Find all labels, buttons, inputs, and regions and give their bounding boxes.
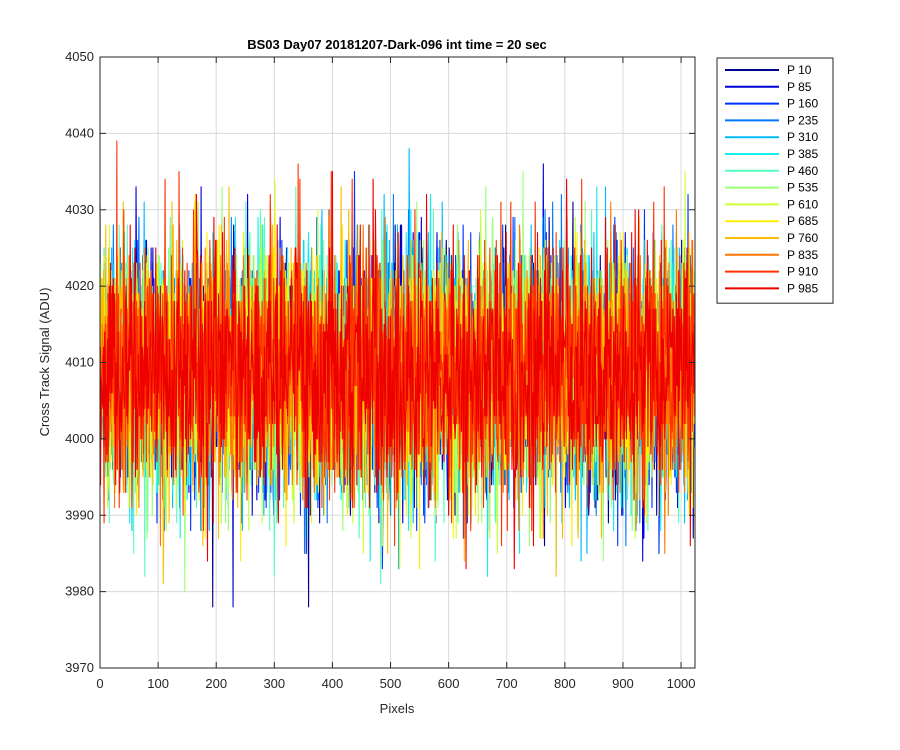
legend: P 10 P 85 P 160 P 235 P 310 P 385 P 460 P 535 P …	[716, 57, 834, 304]
x-tick-label: 800	[554, 676, 576, 691]
y-axis-label: Cross Track Signal (ADU)	[37, 288, 52, 437]
chart-title: BS03 Day07 20181207-Dark-096 int time = …	[247, 37, 547, 52]
legend-label: P 310	[787, 130, 818, 144]
x-tick-label: 500	[380, 676, 402, 691]
x-tick-label: 300	[263, 676, 285, 691]
y-tick-label: 4000	[65, 431, 94, 446]
legend-label: P 985	[787, 281, 818, 295]
y-tick-label: 4020	[65, 278, 94, 293]
ticks: 0 100 200 300 400 500 600 700 800 900 1000 3970 3980…	[65, 49, 695, 691]
series-line-p985	[99, 171, 695, 570]
y-tick-label: 3980	[65, 584, 94, 599]
x-tick-label: 200	[205, 676, 227, 691]
x-tick-label: 400	[322, 676, 344, 691]
x-tick-label: 0	[96, 676, 103, 691]
legend-label: P 535	[787, 181, 818, 195]
legend-label: P 685	[787, 214, 818, 228]
y-tick-label: 4050	[65, 49, 94, 64]
legend-label: P 760	[787, 231, 818, 245]
legend-label: P 835	[787, 248, 818, 262]
x-tick-label: 1000	[667, 676, 696, 691]
series-layer	[99, 140, 695, 608]
y-tick-label: 4030	[65, 202, 94, 217]
x-axis-label: Pixels	[380, 701, 415, 716]
y-tick-label: 3990	[65, 507, 94, 522]
y-tick-label: 4040	[65, 125, 94, 140]
legend-label: P 160	[787, 97, 818, 111]
legend-label: P 460	[787, 164, 818, 178]
x-tick-label: 900	[612, 676, 634, 691]
legend-label: P 10	[787, 63, 812, 77]
y-tick-label: 3970	[65, 660, 94, 675]
legend-label: P 85	[787, 80, 812, 94]
legend-label: P 385	[787, 147, 818, 161]
legend-label: P 610	[787, 197, 818, 211]
y-tick-label: 4010	[65, 355, 94, 370]
x-tick-label: 600	[438, 676, 460, 691]
legend-label: P 235	[787, 113, 818, 127]
legend-box	[716, 57, 834, 304]
x-tick-label: 100	[147, 676, 169, 691]
x-tick-label: 700	[496, 676, 518, 691]
legend-label: P 910	[787, 265, 818, 279]
